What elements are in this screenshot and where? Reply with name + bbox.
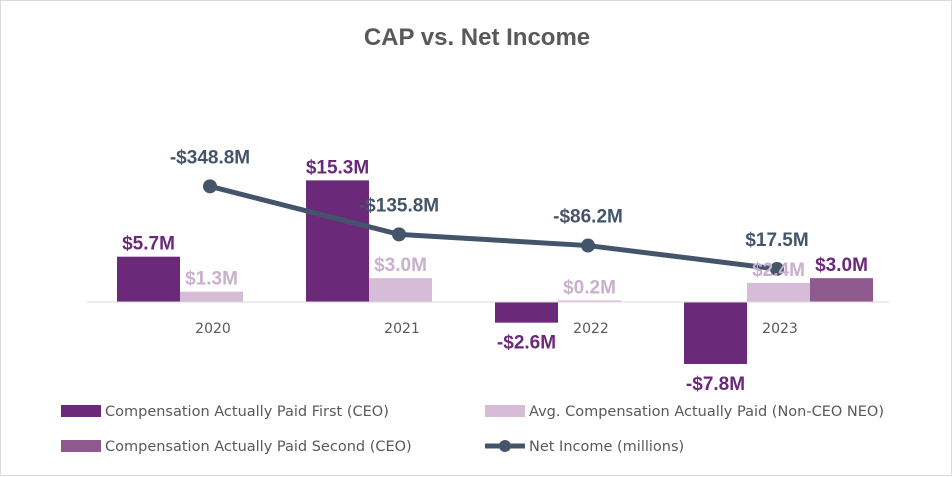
bar-compensation-actually-paid-first-ceo-2022 [495,302,558,323]
net-income-label-2020: -$348.8M [170,147,250,168]
net-income-point-2021 [392,227,406,242]
legend-compensation-actually-paid-first-ceo-swatch [61,405,101,417]
data-label-compensation-actually-paid-first-ceo-2020: $5.7M [122,234,175,255]
net-income-line [207,183,780,272]
legend-avg-compensation-actually-paid-non-ceo-neo-label: Avg. Compensation Actually Paid (Non-CEO… [529,404,884,420]
data-label-compensation-actually-paid-first-ceo-2021: $15.3M [306,157,369,178]
bar-avg-compensation-actually-paid-non-ceo-neo-2023 [747,282,810,302]
legend-avg-compensation-actually-paid-non-ceo-neo-swatch [485,405,525,417]
data-label-avg-compensation-actually-paid-non-ceo-neo-2023: $2.4M [752,260,805,281]
net-income-point-2022 [581,238,595,253]
x-tick-2022: 2022 [573,321,609,337]
chart-title: CAP vs. Net Income [364,24,590,51]
data-label-avg-compensation-actually-paid-non-ceo-neo-2022: $0.2M [563,277,616,298]
data-label-avg-compensation-actually-paid-non-ceo-neo-2021: $3.0M [374,255,427,276]
bar-compensation-actually-paid-first-ceo-2023 [684,302,747,365]
net-income-label-2021: -$135.8M [359,195,439,216]
x-tick-2020: 2020 [195,321,231,337]
data-label-avg-compensation-actually-paid-non-ceo-neo-2020: $1.3M [185,269,238,290]
bar-avg-compensation-actually-paid-non-ceo-neo-2021 [369,278,432,302]
net-income-point-2023 [770,261,784,276]
net-income-label-2023: $17.5M [745,230,808,251]
bar-compensation-actually-paid-first-ceo-2021 [306,180,369,302]
bar-avg-compensation-actually-paid-non-ceo-neo-2022 [558,300,621,302]
net-income-label-2022: -$86.2M [553,207,623,228]
x-tick-2021: 2021 [384,321,420,337]
data-label-compensation-actually-paid-first-ceo-2022: -$2.6M [497,333,556,354]
legend-compensation-actually-paid-first-ceo-label: Compensation Actually Paid First (CEO) [105,404,389,420]
bar-compensation-actually-paid-first-ceo-2020 [117,256,180,302]
data-label-compensation-actually-paid-first-ceo-2023: -$7.8M [686,374,745,395]
x-tick-2023: 2023 [762,321,798,337]
legend-compensation-actually-paid-second-ceo-label: Compensation Actually Paid Second (CEO) [105,439,412,455]
net-income-point-2020 [203,179,217,194]
bar-avg-compensation-actually-paid-non-ceo-neo-2020 [180,291,243,302]
bar-compensation-actually-paid-second-ceo-2023 [810,278,873,302]
data-label-compensation-actually-paid-second-ceo-2023: $3.0M [815,255,868,276]
legend-net-income-millions-swatch-marker [499,440,511,452]
legend-compensation-actually-paid-second-ceo-swatch [61,440,101,452]
legend-net-income-millions-label: Net Income (millions) [529,439,684,455]
